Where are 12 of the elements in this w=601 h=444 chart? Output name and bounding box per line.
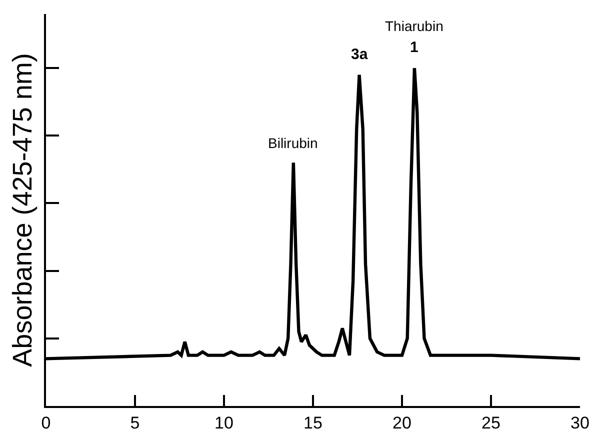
- annotation: Thiarubin: [385, 18, 444, 34]
- annotation: 1: [410, 39, 418, 56]
- x-tick-label: 0: [41, 413, 51, 432]
- annotation: 3a: [351, 46, 368, 63]
- x-tick-label: 25: [482, 413, 500, 432]
- x-tick-label: 10: [214, 413, 234, 432]
- x-tick-label: 5: [130, 413, 140, 432]
- x-tick-label: 20: [392, 413, 412, 432]
- y-axis-title: Absorbance (425-475 nm): [8, 53, 38, 367]
- annotation: Bilirubin: [268, 135, 318, 151]
- x-tick-label: 30: [570, 413, 590, 432]
- x-tick-label: 15: [304, 413, 322, 432]
